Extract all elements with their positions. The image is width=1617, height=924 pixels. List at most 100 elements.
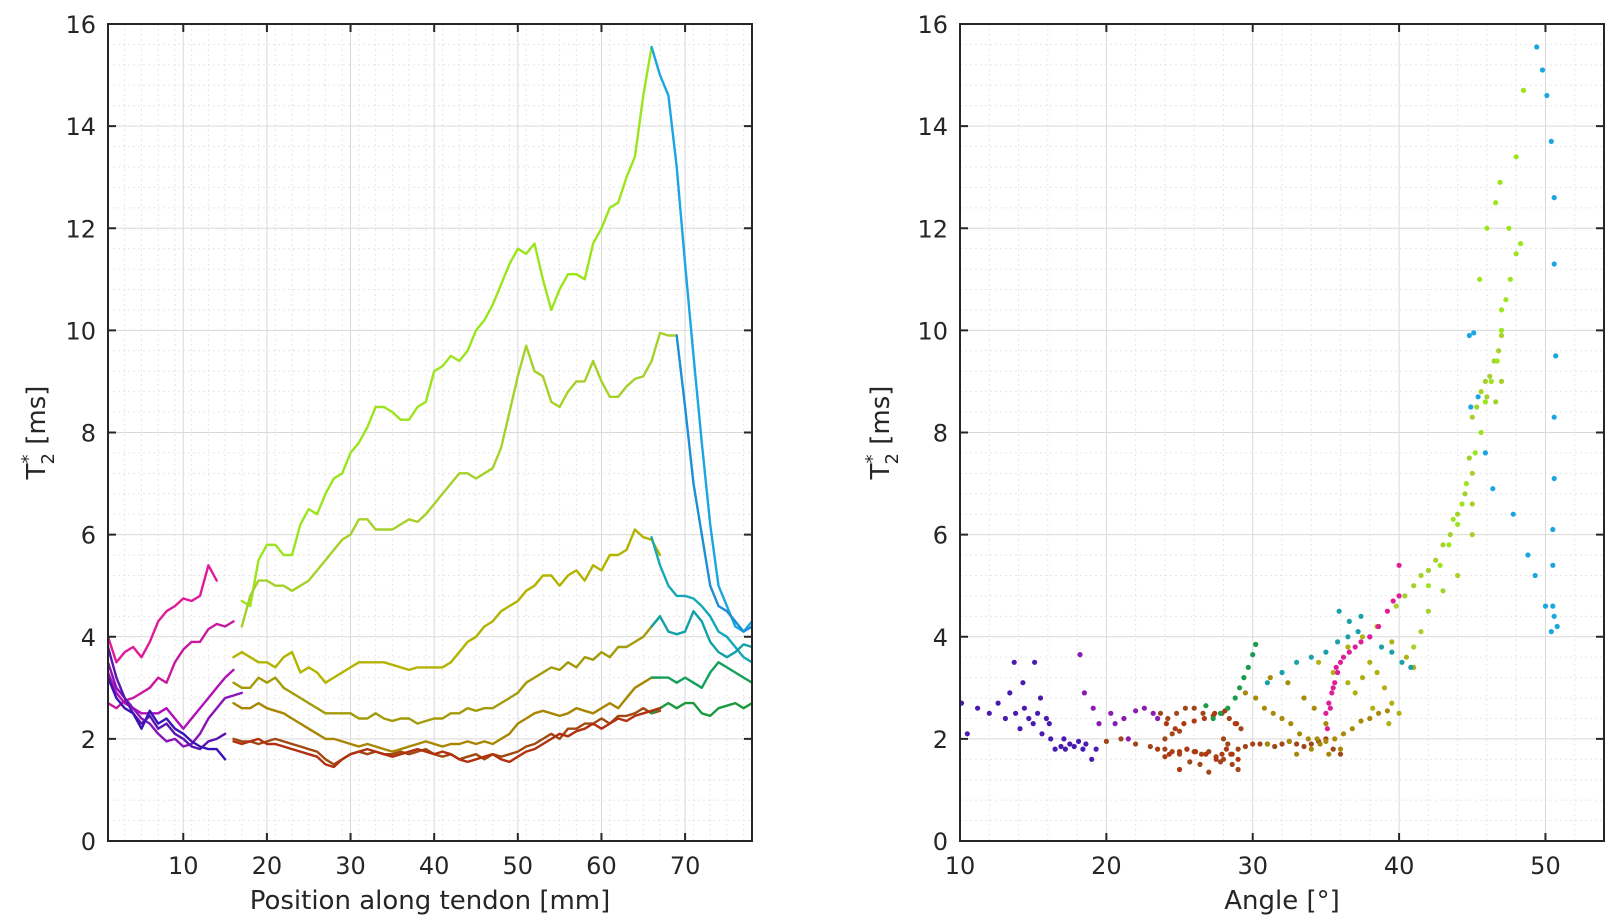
scatter-point [1210, 715, 1216, 722]
left-y-tick-label: 6 [81, 522, 96, 550]
scatter-point [1374, 669, 1380, 676]
scatter-point [1217, 759, 1224, 765]
scatter-point [1021, 705, 1027, 711]
scatter-point [1550, 526, 1556, 533]
scatter-point [1381, 685, 1388, 691]
scatter-point [1466, 332, 1472, 339]
series-green-yellow-points [1425, 87, 1527, 589]
series-olive-points [1316, 623, 1417, 727]
scatter-point [1459, 501, 1465, 507]
scatter-point [1279, 669, 1285, 676]
scatter-point [1166, 751, 1172, 757]
scatter-point [1314, 736, 1320, 742]
scatter-point [1542, 603, 1549, 609]
left-x-tick-label: 40 [419, 852, 450, 880]
scatter-point [1169, 731, 1175, 737]
scatter-point [1507, 276, 1513, 282]
scatter-point [1440, 542, 1446, 548]
series-red-brown-points [1155, 708, 1241, 773]
series-purple-points [1077, 652, 1161, 742]
scatter-point [1520, 87, 1527, 93]
scatter-point [1329, 690, 1335, 696]
scatter-point [1261, 705, 1267, 711]
scatter-point [1176, 728, 1183, 734]
scatter-point [1506, 225, 1512, 231]
scatter-point [1482, 378, 1488, 384]
scatter-point [1551, 475, 1557, 482]
scatter-point [1203, 703, 1209, 709]
scatter-point [1229, 761, 1235, 768]
scatter-point [1267, 675, 1273, 681]
scatter-point [1352, 644, 1358, 650]
scatter-point [1235, 766, 1241, 773]
scatter-point [1301, 695, 1307, 701]
scatter-point [1469, 414, 1475, 420]
scatter-point [1497, 179, 1503, 185]
scatter-point [1510, 511, 1516, 517]
scatter-point [1272, 743, 1278, 750]
scatter-point [1174, 710, 1180, 716]
scatter-point [1327, 705, 1333, 711]
scatter-point [1279, 715, 1285, 722]
right-y-tick-label: 6 [933, 522, 948, 550]
series-teal-points [1264, 608, 1414, 686]
scatter-point [1250, 652, 1256, 658]
scatter-point [1058, 743, 1064, 750]
scatter-point [1043, 715, 1049, 722]
scatter-point [1389, 649, 1395, 655]
scatter-point [1389, 700, 1395, 706]
scatter-point [1294, 751, 1300, 757]
scatter-point [1418, 629, 1424, 635]
scatter-point [1037, 695, 1044, 701]
scatter-point [1482, 450, 1488, 456]
scatter-point [1035, 710, 1041, 716]
scatter-point [1399, 659, 1405, 665]
scatter-point [1403, 654, 1409, 660]
scatter-point [1390, 598, 1396, 604]
series-line-blue-curve [675, 334, 752, 633]
scatter-point [964, 731, 970, 737]
scatter-point [1367, 659, 1373, 665]
scatter-point [1083, 741, 1089, 747]
scatter-point [1358, 718, 1364, 724]
scatter-point [1487, 373, 1493, 379]
scatter-point [1308, 746, 1314, 752]
scatter-point [1469, 501, 1475, 507]
scatter-point [1103, 738, 1109, 745]
scatter-point [1551, 613, 1557, 619]
scatter-point [1187, 759, 1193, 765]
scatter-point [1425, 567, 1431, 574]
scatter-point [1469, 470, 1475, 476]
scatter-point [1176, 766, 1183, 773]
right-y-tick-label: 8 [933, 420, 948, 448]
right-data [960, 44, 1560, 775]
scatter-point [1411, 644, 1417, 650]
scatter-point [1052, 746, 1058, 752]
left-x-tick-label: 10 [168, 852, 199, 880]
scatter-point [1011, 659, 1017, 665]
scatter-point [1455, 521, 1461, 528]
scatter-point [1474, 404, 1480, 410]
series-line-teal-curve [650, 536, 752, 664]
scatter-point [1433, 557, 1439, 563]
scatter-point [1389, 639, 1395, 645]
scatter-point [1030, 721, 1036, 727]
scatter-point [1108, 710, 1114, 716]
scatter-point [1358, 613, 1364, 619]
scatter-point [1472, 450, 1478, 456]
scatter-point [1234, 721, 1240, 727]
scatter-point [1359, 675, 1366, 681]
scatter-point [1206, 769, 1212, 775]
scatter-point [1081, 690, 1087, 696]
scatter-point [1253, 641, 1259, 648]
left-data [108, 45, 752, 769]
left-y-tick-label: 16 [65, 11, 96, 39]
scatter-point [1551, 195, 1557, 201]
scatter-point [1184, 746, 1190, 752]
scatter-point [1337, 751, 1344, 757]
scatter-point [1257, 741, 1263, 747]
scatter-point [1340, 731, 1347, 737]
right-x-tick-label: 20 [1091, 852, 1122, 880]
scatter-point [1157, 710, 1164, 716]
left-x-tick-label: 50 [503, 852, 534, 880]
